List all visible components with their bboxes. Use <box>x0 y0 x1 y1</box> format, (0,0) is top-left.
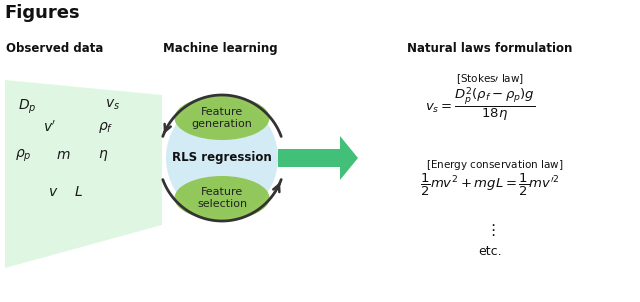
Polygon shape <box>5 80 162 268</box>
Ellipse shape <box>166 99 278 217</box>
Text: $\dfrac{1}{2}mv^2 + mgL = \dfrac{1}{2}mv^{\prime 2}$: $\dfrac{1}{2}mv^2 + mgL = \dfrac{1}{2}mv… <box>420 172 560 198</box>
Text: Natural laws formulation: Natural laws formulation <box>407 42 573 55</box>
Text: Figures: Figures <box>4 4 79 22</box>
Text: Machine learning: Machine learning <box>163 42 277 55</box>
Text: $\rho_f$: $\rho_f$ <box>98 120 113 135</box>
Text: $v_s$: $v_s$ <box>105 98 120 112</box>
Text: $\vdots$: $\vdots$ <box>485 222 495 238</box>
Text: Feature
selection: Feature selection <box>197 187 247 209</box>
Text: $v'$: $v'$ <box>43 120 56 135</box>
Text: $v_s = \dfrac{D_p^2(\rho_f - \rho_p)g}{18\eta}$: $v_s = \dfrac{D_p^2(\rho_f - \rho_p)g}{1… <box>425 86 535 124</box>
Text: $\rho_p$: $\rho_p$ <box>15 148 31 164</box>
Text: etc.: etc. <box>478 245 502 258</box>
Text: $\mathsf{[Stokes\prime\ law]}$: $\mathsf{[Stokes\prime\ law]}$ <box>456 72 524 86</box>
Text: $m$: $m$ <box>56 148 70 162</box>
Polygon shape <box>278 136 358 180</box>
Ellipse shape <box>175 96 269 140</box>
Text: $L$: $L$ <box>74 185 83 199</box>
Text: Feature
generation: Feature generation <box>191 107 252 129</box>
Ellipse shape <box>175 176 269 220</box>
Text: $D_p$: $D_p$ <box>18 98 36 116</box>
Text: $\eta$: $\eta$ <box>98 148 108 163</box>
Text: RLS regression: RLS regression <box>172 152 272 165</box>
Text: $v$: $v$ <box>48 185 58 199</box>
Text: $\mathsf{[Energy\ conservation\ law]}$: $\mathsf{[Energy\ conservation\ law]}$ <box>426 158 564 172</box>
Text: Observed data: Observed data <box>6 42 104 55</box>
